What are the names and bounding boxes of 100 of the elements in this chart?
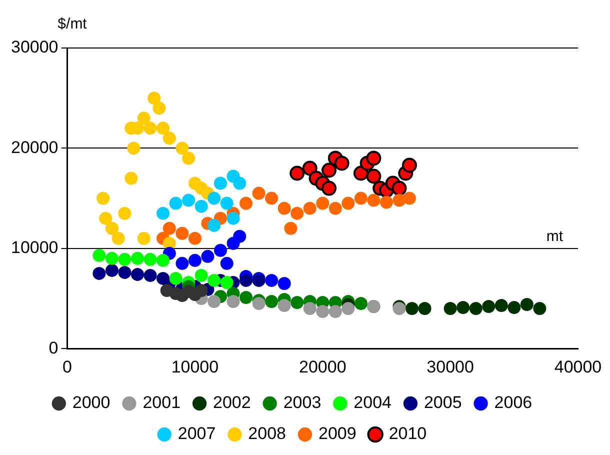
point: [367, 194, 380, 207]
point: [444, 302, 457, 316]
legend-label: 2004: [354, 393, 392, 412]
x-axis-title: mt: [546, 228, 564, 246]
x-tick-label: 30000: [426, 357, 474, 376]
point: [240, 291, 253, 304]
y-tick-label: 20000: [10, 138, 58, 157]
point: [392, 194, 406, 207]
x-tick-label: 10000: [171, 357, 219, 376]
point: [112, 232, 125, 245]
point: [208, 274, 221, 287]
point: [402, 158, 417, 173]
point: [354, 297, 368, 310]
legend-label: 2002: [213, 393, 251, 412]
point: [316, 196, 330, 210]
x-tick-label: 20000: [298, 357, 346, 376]
point: [188, 232, 202, 245]
y-tick-label: 10000: [10, 238, 58, 258]
point: [105, 252, 118, 265]
point: [456, 301, 470, 314]
point: [342, 302, 355, 316]
point: [469, 302, 482, 316]
point: [99, 212, 112, 225]
point: [105, 264, 118, 277]
point: [194, 268, 208, 282]
point: [220, 196, 234, 210]
point: [96, 192, 110, 205]
point: [328, 202, 342, 215]
point: [194, 284, 208, 297]
y-axis-title: $/mt: [58, 16, 88, 33]
point: [418, 302, 432, 316]
point: [182, 194, 196, 207]
point: [380, 196, 393, 209]
point: [226, 212, 240, 225]
point: [152, 102, 166, 115]
point: [118, 266, 132, 279]
point: [144, 268, 157, 282]
point: [322, 180, 337, 196]
legend-label: 2009: [318, 424, 356, 444]
point: [392, 180, 407, 196]
point: [127, 142, 140, 155]
point: [208, 218, 221, 232]
point: [334, 156, 350, 171]
point: [176, 142, 189, 155]
point: [233, 176, 246, 190]
point: [214, 244, 227, 257]
point: [278, 276, 291, 290]
x-tick-label: 40000: [554, 357, 602, 376]
point: [240, 196, 253, 210]
point: [176, 226, 189, 240]
point: [169, 196, 182, 210]
point: [169, 272, 182, 285]
legend-label: 2005: [424, 393, 462, 412]
legend-label: 2003: [283, 393, 322, 412]
point: [118, 252, 132, 266]
point: [144, 122, 157, 135]
point: [303, 202, 316, 215]
point: [520, 298, 534, 312]
point: [92, 266, 106, 280]
point: [354, 192, 368, 205]
point: [118, 206, 132, 220]
point: [508, 301, 521, 314]
point: [144, 252, 157, 266]
point: [131, 268, 144, 281]
point: [176, 256, 189, 270]
point: [240, 274, 253, 287]
point: [220, 276, 234, 289]
point: [265, 295, 278, 308]
point: [105, 222, 118, 235]
point: [252, 297, 266, 310]
point: [194, 200, 208, 213]
point: [328, 305, 342, 318]
point: [156, 206, 170, 220]
y-tick-label: 0: [48, 338, 58, 358]
point: [366, 168, 382, 184]
point: [284, 222, 298, 235]
point: [265, 192, 278, 205]
point: [302, 160, 318, 176]
point: [208, 295, 221, 308]
point: [322, 162, 337, 178]
point: [316, 305, 330, 318]
point: [162, 132, 176, 145]
point: [162, 222, 176, 235]
point: [124, 172, 138, 185]
point: [406, 302, 419, 316]
point: [265, 274, 278, 287]
point: [182, 152, 196, 165]
point: [252, 186, 266, 200]
point: [92, 248, 106, 262]
point: [148, 92, 161, 105]
point: [220, 256, 234, 270]
point: [303, 302, 316, 316]
point: [137, 112, 150, 125]
point: [290, 296, 304, 310]
point: [290, 206, 304, 220]
point: [402, 192, 416, 205]
point: [156, 122, 170, 135]
point: [208, 192, 221, 205]
legend-label: 2001: [142, 393, 181, 412]
point: [290, 166, 305, 181]
